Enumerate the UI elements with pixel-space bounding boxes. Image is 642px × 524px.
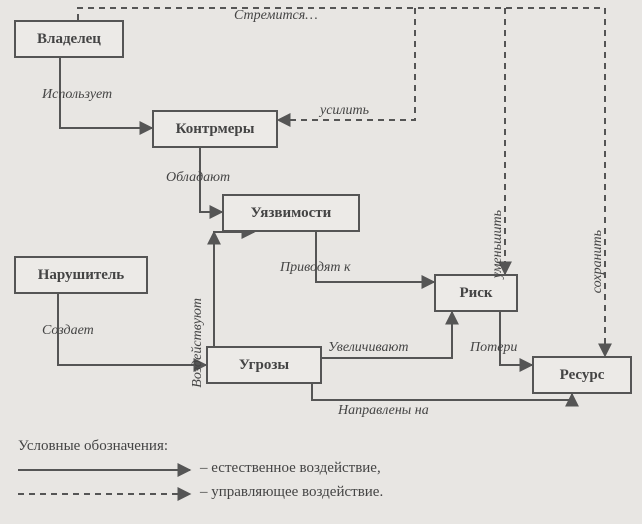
legend-item-1: – управляющее воздействие.: [200, 484, 383, 501]
node-risk: Риск: [434, 274, 518, 312]
edge-label-7: Направлены на: [338, 403, 429, 419]
edge-risk-resource: [500, 312, 532, 365]
edge-label-3: Воздействуют: [190, 298, 206, 388]
node-counter: Контрмеры: [152, 110, 278, 148]
edge-label-8: Стремится…: [234, 8, 318, 24]
node-intruder: Нарушитель: [14, 256, 148, 294]
edge-label-4: Приводят к: [280, 260, 351, 276]
legend-item-0: – естественное воздействие,: [200, 460, 381, 477]
edge-label-2: Создает: [42, 323, 94, 339]
edge-label-9: сохранить: [590, 230, 606, 293]
node-vuln: Уязвимости: [222, 194, 360, 232]
edge-label-10: уменьшить: [490, 210, 506, 278]
edge-threats-vuln: [214, 232, 254, 346]
edge-label-6: Потери: [470, 340, 517, 356]
edge-owner-top: [78, 8, 605, 20]
node-owner: Владелец: [14, 20, 124, 58]
edge-label-0: Использует: [42, 87, 112, 103]
node-resource: Ресурс: [532, 356, 632, 394]
security-model-diagram: { "type": "flowchart", "canvas": { "w": …: [0, 0, 642, 524]
edge-label-5: Увеличивают: [328, 340, 408, 356]
node-threats: Угрозы: [206, 346, 322, 384]
edge-label-1: Обладают: [166, 170, 230, 186]
legend-title: Условные обозначения:: [18, 438, 168, 455]
edge-label-11: усилить: [320, 103, 369, 119]
